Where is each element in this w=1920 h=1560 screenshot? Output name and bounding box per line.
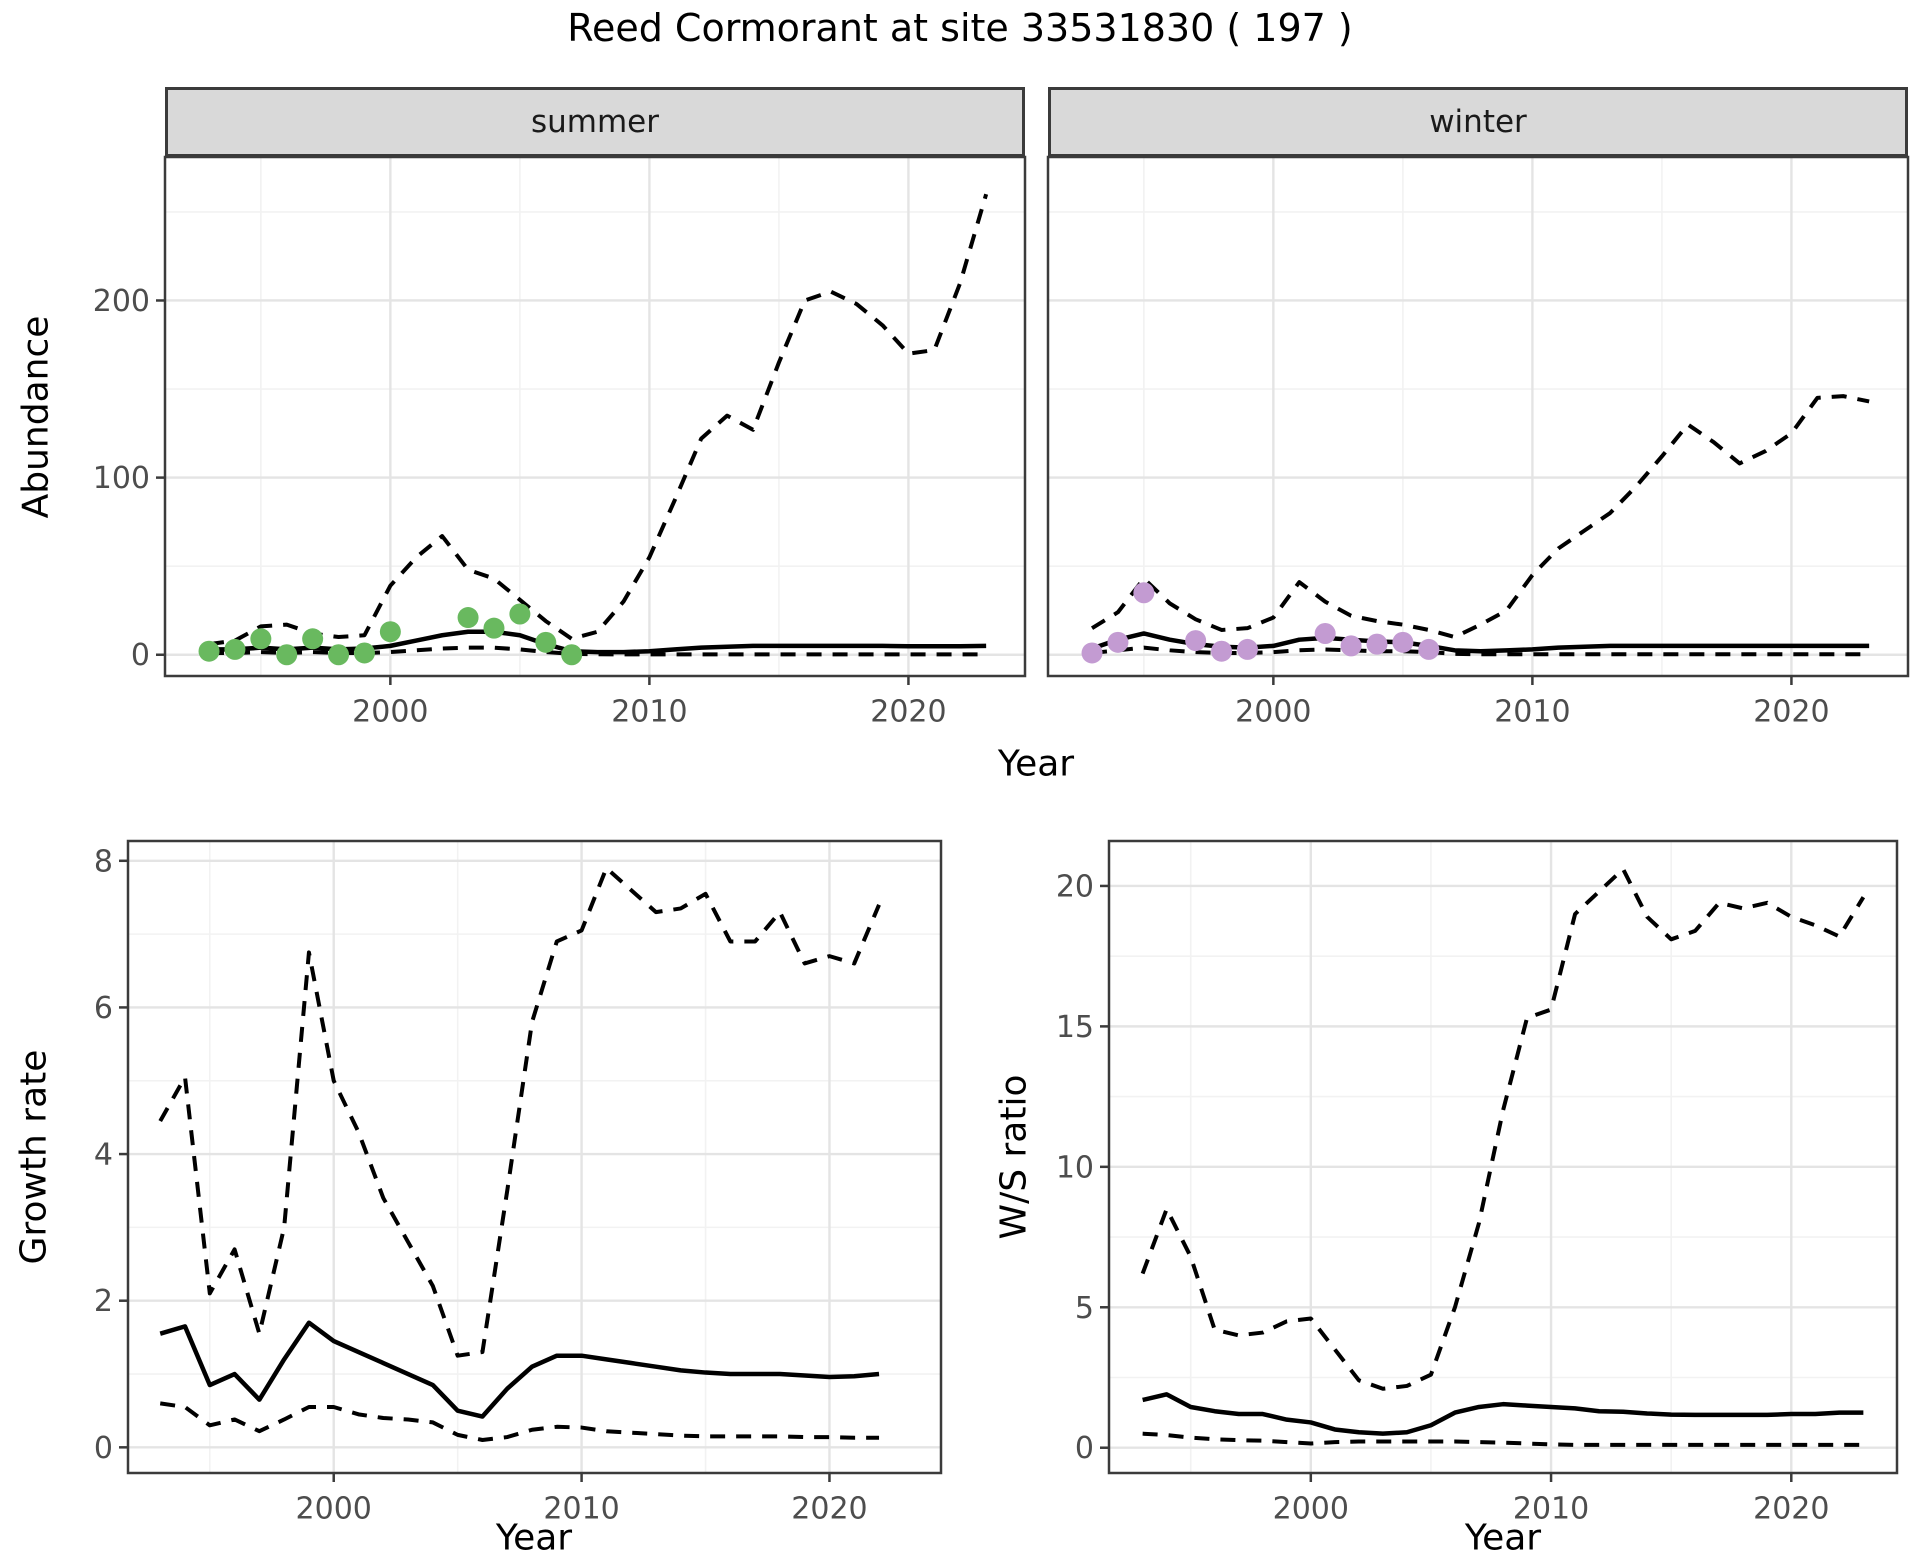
panel-border: [1046, 155, 1910, 678]
panel-background: [165, 157, 1025, 676]
y-tick-label: 20: [1056, 869, 1094, 904]
observation-point: [483, 617, 505, 639]
y-tick-label: 10: [1056, 1150, 1094, 1185]
y-tick-label: 4: [94, 1138, 113, 1173]
observation-point: [302, 628, 324, 650]
panel-background: [1109, 841, 1897, 1473]
x-tick-label: 2000: [352, 695, 428, 730]
series-median: [159, 1320, 880, 1419]
observation-point: [457, 607, 479, 629]
panel-background: [1048, 157, 1908, 676]
plot-ws-ratio: 2000 2010 2020 0 5 10 15 20: [1056, 839, 1899, 1527]
observation-point: [1314, 622, 1336, 644]
y-axis-title-ws-ratio: W/S ratio: [993, 1074, 1035, 1240]
observation-point: [1418, 638, 1440, 660]
observation-point: [353, 642, 375, 664]
series-lower-ci: [1142, 1431, 1864, 1447]
y-tick-label: 5: [1075, 1291, 1094, 1326]
x-axis-title-top: Year: [997, 743, 1075, 785]
x-tick-label: 2000: [296, 1492, 372, 1527]
x-tick-label: 2010: [543, 1492, 619, 1527]
observation-point: [1340, 635, 1362, 657]
observation-point: [198, 640, 220, 662]
y-axis-title-growth-rate: Growth rate: [13, 1049, 55, 1265]
panel-border: [163, 155, 1027, 678]
observation-point: [1081, 642, 1103, 664]
observation-point: [328, 644, 350, 666]
observation-point: [561, 644, 583, 666]
facet-strip-winter-label: winter: [1429, 104, 1527, 140]
observation-point: [1133, 582, 1155, 604]
series-upper-ci: [1090, 394, 1870, 640]
observation-point: [1392, 631, 1414, 653]
observation-point: [509, 603, 531, 625]
y-tick-label: 0: [1075, 1431, 1094, 1466]
x-tick-label: 2020: [791, 1492, 867, 1527]
x-tick-label: 2020: [1753, 695, 1829, 730]
facet-strip-summer-label: summer: [530, 104, 659, 140]
x-axis-title-growth-rate: Year: [495, 1517, 573, 1559]
x-tick-label: 2000: [1273, 1492, 1349, 1527]
series-upper-ci: [1140, 867, 1866, 1391]
observation-point: [1211, 640, 1233, 662]
y-tick-label: 200: [93, 284, 150, 319]
y-tick-label: 15: [1056, 1010, 1094, 1045]
y-tick-label: 8: [94, 844, 113, 879]
y-tick-label: 0: [131, 638, 150, 673]
y-tick-label: 2: [94, 1284, 113, 1319]
y-tick-label: 100: [93, 461, 150, 496]
series-upper-ci: [158, 866, 881, 1358]
panel-border: [126, 839, 943, 1475]
facet-strip-winter: winter: [1048, 87, 1908, 157]
x-axis-title-ws-ratio: Year: [1464, 1517, 1542, 1559]
x-tick-label: 2010: [1513, 1492, 1589, 1527]
y-tick-label: 6: [94, 991, 113, 1026]
x-tick-label: 2020: [1753, 1492, 1829, 1527]
series-lower-ci: [159, 1401, 880, 1443]
observation-point: [1366, 633, 1388, 655]
series-median: [1142, 1392, 1864, 1436]
observation-point: [1185, 630, 1207, 652]
y-tick-label: 0: [94, 1431, 113, 1466]
x-tick-label: 2010: [611, 695, 687, 730]
figure-title: Reed Cormorant at site 33531830 ( 197 ): [567, 6, 1353, 50]
x-tick-label: 2010: [1494, 695, 1570, 730]
observation-point: [250, 628, 272, 650]
observation-point: [276, 644, 298, 666]
observation-point: [535, 631, 557, 653]
panel-border: [1107, 839, 1899, 1475]
plot-abundance-summer: 2000 2010 2020 0 100 200: [93, 155, 1027, 730]
observation-point: [379, 621, 401, 643]
series-upper-ci: [208, 193, 989, 647]
x-tick-label: 2020: [870, 695, 946, 730]
observation-point: [224, 638, 246, 660]
observation-point: [1107, 631, 1129, 653]
facet-strip-summer: summer: [165, 87, 1025, 157]
x-tick-label: 2000: [1235, 695, 1311, 730]
plot-growth-rate: 2000 2010 2020 0 2 4 6 8: [94, 839, 943, 1527]
observation-point: [1236, 638, 1258, 660]
plot-abundance-winter: 2000 2010 2020: [1046, 155, 1910, 730]
y-axis-title-abundance: Abundance: [15, 315, 57, 519]
